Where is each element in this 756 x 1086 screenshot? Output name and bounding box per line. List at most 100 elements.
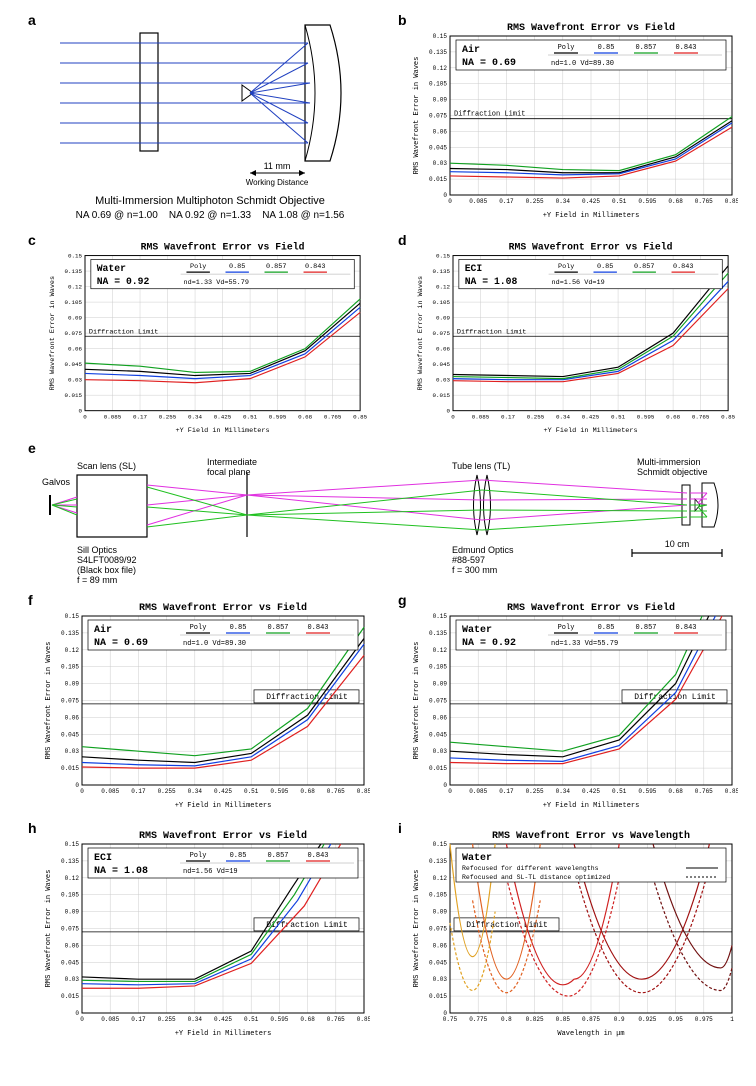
panel-label-a: a <box>28 12 36 28</box>
svg-text:0.843: 0.843 <box>307 624 328 632</box>
svg-text:0.085: 0.085 <box>101 788 119 795</box>
svg-text:Intermediate: Intermediate <box>207 457 257 467</box>
svg-text:0.75: 0.75 <box>443 1016 458 1023</box>
svg-text:0.105: 0.105 <box>61 664 79 671</box>
svg-text:f = 89 mm: f = 89 mm <box>77 575 117 585</box>
chart-f: 00.0850.170.2550.340.4250.510.5950.680.7… <box>40 598 370 813</box>
svg-text:0.15: 0.15 <box>433 841 448 848</box>
svg-text:0.255: 0.255 <box>526 788 544 795</box>
svg-text:0.843: 0.843 <box>307 852 328 860</box>
svg-text:0.857: 0.857 <box>634 263 654 271</box>
svg-text:nd=1.0 Vd=89.30: nd=1.0 Vd=89.30 <box>183 640 246 648</box>
svg-text:0.045: 0.045 <box>433 361 451 368</box>
svg-text:0.085: 0.085 <box>104 413 122 420</box>
svg-text:Diffraction Limit: Diffraction Limit <box>457 328 527 336</box>
svg-text:0.135: 0.135 <box>65 268 83 275</box>
svg-text:Poly: Poly <box>190 852 207 860</box>
svg-text:0.8: 0.8 <box>501 1016 512 1023</box>
svg-text:0.843: 0.843 <box>675 624 696 632</box>
svg-text:0.255: 0.255 <box>158 1016 176 1023</box>
svg-text:ECI: ECI <box>465 263 483 274</box>
svg-text:0.075: 0.075 <box>429 926 447 933</box>
svg-text:0.15: 0.15 <box>433 613 448 620</box>
svg-text:Poly: Poly <box>558 44 575 52</box>
svg-text:0: 0 <box>75 782 79 789</box>
svg-text:0.255: 0.255 <box>158 788 176 795</box>
svg-text:0.12: 0.12 <box>433 647 448 654</box>
svg-text:0.085: 0.085 <box>469 198 487 205</box>
svg-text:0.105: 0.105 <box>65 299 83 306</box>
svg-text:Diffraction Limit: Diffraction Limit <box>454 111 525 119</box>
svg-text:RMS Wavefront Error vs Field: RMS Wavefront Error vs Field <box>139 602 307 614</box>
svg-text:0.765: 0.765 <box>327 788 345 795</box>
wd-sublabel: Working Distance <box>246 178 309 187</box>
svg-text:0.06: 0.06 <box>433 128 448 135</box>
svg-text:0.075: 0.075 <box>65 330 83 337</box>
svg-text:Air: Air <box>462 44 480 56</box>
svg-text:+Y Field in Millimeters: +Y Field in Millimeters <box>176 427 270 435</box>
svg-text:0.12: 0.12 <box>433 875 448 882</box>
svg-text:0.06: 0.06 <box>436 346 451 353</box>
svg-text:1: 1 <box>730 1016 734 1023</box>
svg-text:0.075: 0.075 <box>61 926 79 933</box>
svg-text:0.015: 0.015 <box>429 993 447 1000</box>
svg-text:0.17: 0.17 <box>131 1016 146 1023</box>
svg-text:0.857: 0.857 <box>266 263 286 271</box>
svg-text:RMS Wavefront Error vs Wavelen: RMS Wavefront Error vs Wavelength <box>492 830 690 842</box>
svg-text:RMS Wavefront Error vs Field: RMS Wavefront Error vs Field <box>507 22 675 34</box>
svg-text:NA = 0.69: NA = 0.69 <box>462 58 516 69</box>
panel-a-caption2: NA 0.69 @ n=1.00 NA 0.92 @ n=1.33 NA 1.0… <box>50 210 370 221</box>
svg-text:0.775: 0.775 <box>469 1016 487 1023</box>
svg-text:0.045: 0.045 <box>429 959 447 966</box>
svg-text:0.255: 0.255 <box>527 413 545 420</box>
panel-label-e: e <box>28 440 36 456</box>
wd-value: 11 mm <box>264 161 291 171</box>
svg-text:0.765: 0.765 <box>327 1016 345 1023</box>
svg-text:0.045: 0.045 <box>65 361 83 368</box>
svg-text:0.425: 0.425 <box>582 198 600 205</box>
svg-text:Galvos: Galvos <box>42 477 71 487</box>
svg-text:nd=1.0 Vd=89.30: nd=1.0 Vd=89.30 <box>551 60 614 68</box>
svg-text:Water: Water <box>97 263 126 274</box>
svg-text:0.045: 0.045 <box>429 731 447 738</box>
svg-text:0.085: 0.085 <box>472 413 490 420</box>
svg-text:0.12: 0.12 <box>65 875 80 882</box>
svg-text:RMS Wavefront Error in Waves: RMS Wavefront Error in Waves <box>45 870 53 988</box>
svg-text:NA = 1.08: NA = 1.08 <box>465 276 518 287</box>
svg-text:0.85: 0.85 <box>721 413 736 420</box>
svg-text:0.03: 0.03 <box>68 377 83 384</box>
svg-text:0.9: 0.9 <box>614 1016 625 1023</box>
svg-text:0.045: 0.045 <box>61 959 79 966</box>
svg-text:0.135: 0.135 <box>429 630 447 637</box>
panel-a-diagram: 11 mm Working Distance <box>50 15 370 215</box>
svg-text:0.34: 0.34 <box>556 198 571 205</box>
svg-text:0.135: 0.135 <box>433 268 451 275</box>
svg-text:+Y Field in Millimeters: +Y Field in Millimeters <box>175 1030 272 1038</box>
svg-text:Poly: Poly <box>190 624 207 632</box>
chart-g: 00.0850.170.2550.340.4250.510.5950.680.7… <box>408 598 738 813</box>
panel-label-f: f <box>28 592 33 608</box>
svg-text:0.843: 0.843 <box>673 263 693 271</box>
svg-text:nd=1.56 Vd=19: nd=1.56 Vd=19 <box>552 279 605 287</box>
svg-text:0.51: 0.51 <box>612 198 627 205</box>
svg-text:0.85: 0.85 <box>598 44 615 52</box>
svg-text:0.085: 0.085 <box>101 1016 119 1023</box>
svg-text:0.68: 0.68 <box>300 1016 315 1023</box>
svg-text:0: 0 <box>83 413 87 420</box>
svg-text:0.15: 0.15 <box>65 613 80 620</box>
svg-text:0.425: 0.425 <box>214 413 232 420</box>
svg-text:0.51: 0.51 <box>243 413 258 420</box>
svg-text:0.595: 0.595 <box>270 788 288 795</box>
svg-text:0.015: 0.015 <box>433 392 451 399</box>
svg-text:0.857: 0.857 <box>267 852 288 860</box>
svg-text:Water: Water <box>462 625 492 636</box>
svg-text:Diffraction Limit: Diffraction Limit <box>266 693 348 702</box>
svg-text:0.85: 0.85 <box>229 263 245 271</box>
svg-text:+Y Field in Millimeters: +Y Field in Millimeters <box>544 427 638 435</box>
svg-text:0.135: 0.135 <box>61 630 79 637</box>
svg-text:0.03: 0.03 <box>433 160 448 167</box>
svg-text:NA = 1.08: NA = 1.08 <box>94 866 148 877</box>
svg-text:0.51: 0.51 <box>244 788 259 795</box>
svg-text:0.15: 0.15 <box>436 253 451 260</box>
svg-text:0.875: 0.875 <box>582 1016 600 1023</box>
